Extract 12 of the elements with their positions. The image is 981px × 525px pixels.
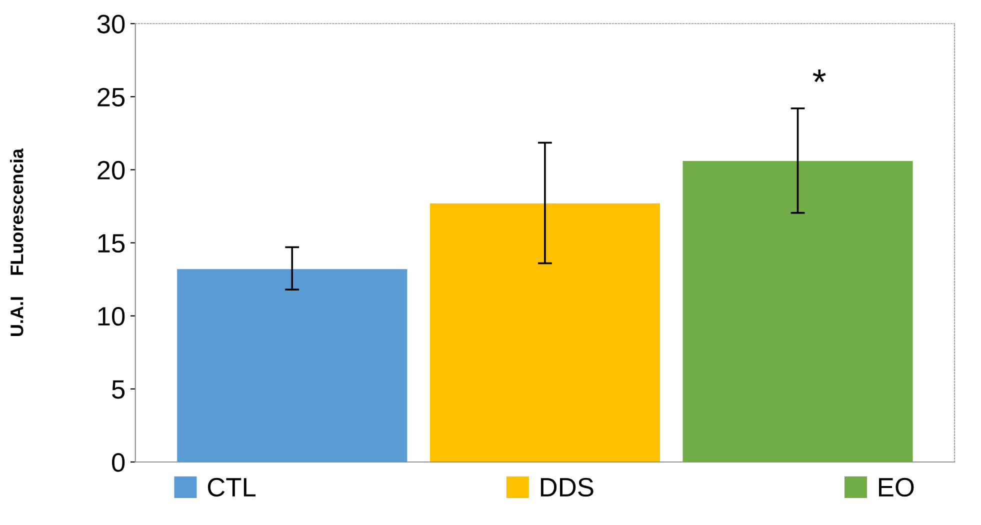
annotation: *	[812, 69, 826, 82]
legend-label: CTL	[208, 478, 256, 497]
y-axis-title: U.A.I FLuorescencia	[10, 148, 24, 336]
y-tick-label: 0	[112, 453, 125, 472]
y-tick-label: 20	[98, 160, 125, 180]
legend-label: EO	[879, 478, 914, 497]
y-tick-label: 30	[97, 14, 125, 34]
y-tick-label: 15	[98, 234, 125, 253]
y-tick-label: 25	[98, 88, 125, 107]
legend-label: DDS	[540, 478, 594, 497]
y-tick-label: 5	[112, 380, 125, 399]
y-tick-label: 10	[98, 307, 125, 326]
